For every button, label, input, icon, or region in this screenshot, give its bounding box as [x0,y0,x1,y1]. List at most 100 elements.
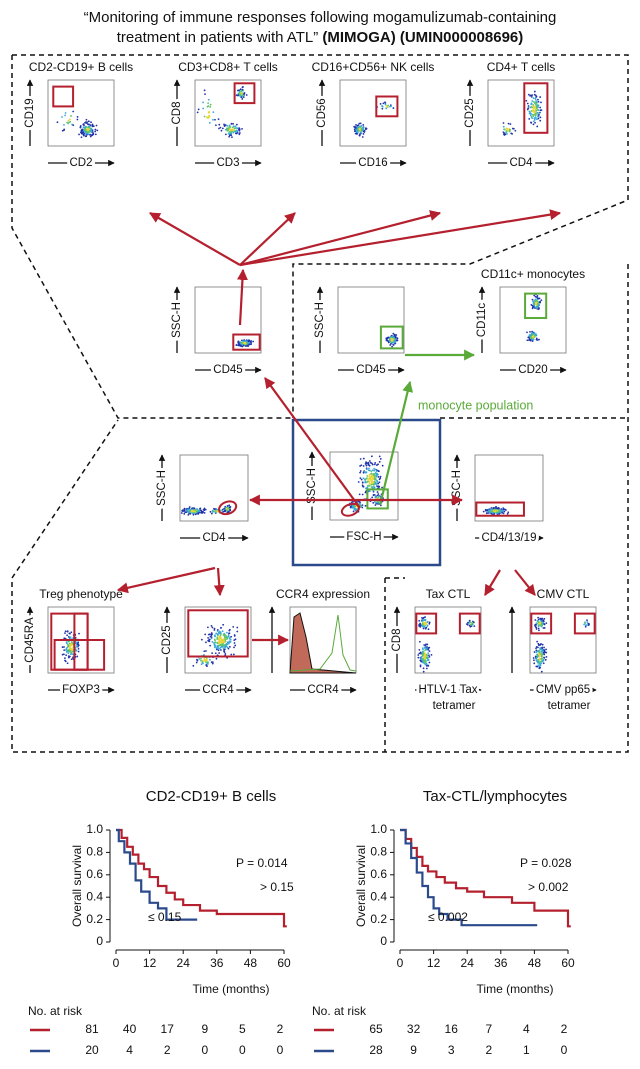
event-dot [217,647,220,650]
event-dot [220,645,223,648]
event-dot [535,622,538,625]
event-dot [204,633,207,636]
event-dot [360,128,363,131]
event-dot [376,491,379,493]
event-dot [211,652,214,655]
event-dot [502,122,505,124]
x-tick-label: 48 [244,956,258,970]
event-dot [422,656,425,659]
event-dot [426,643,429,646]
event-dot [64,630,67,633]
event-dot [66,662,69,665]
event-dot [228,504,231,507]
event-dot [211,626,214,629]
risk-label: No. at risk [312,1004,367,1018]
gate [573,612,596,635]
x-axis-label: CD4 [202,532,226,544]
event-dot [67,640,70,643]
event-dot [236,132,239,134]
event-dot [77,647,80,650]
event-dot [396,339,398,342]
event-dot [215,657,218,660]
event-dot [216,636,219,639]
x-tick-label: 0 [397,956,404,970]
event-dot [529,330,531,333]
event-dot [87,129,90,132]
event-dot [85,135,87,137]
event-dot [423,644,426,646]
event-dot [192,664,195,667]
event-dot [482,510,485,513]
event-dot [200,638,203,641]
p-value: P = 0.028 [520,856,572,870]
event-dot [529,94,532,97]
event-dot [366,475,369,477]
event-dot [422,621,425,624]
arrow [236,268,248,326]
event-dot [227,647,230,650]
event-dot [532,120,535,123]
event-dot [239,88,242,91]
event-dot [209,510,212,513]
x-tick-label: 48 [528,956,542,970]
event-dot [219,126,222,129]
event-dot [358,493,361,496]
event-dot [537,112,540,114]
event-dot [539,119,542,122]
risk-number: 0 [239,1043,246,1057]
event-dot [242,344,245,347]
event-dot [94,128,97,131]
event-dot [378,478,381,481]
event-dot [514,129,517,132]
flow-panel: CD4 SSC-H [153,454,249,547]
x-tick-label: 12 [143,956,157,970]
arrow [213,567,225,597]
event-dot [423,661,426,664]
event-dot [187,510,190,513]
event-dot [532,336,534,339]
event-dot [67,119,70,122]
event-dot [67,645,69,648]
event-dot [468,621,471,624]
event-dot [539,663,542,666]
y-axis-label: CD11c [476,303,488,338]
event-dot [362,124,365,126]
event-dot [352,510,355,513]
event-dot [247,342,250,345]
event-dot [372,502,375,504]
event-dot [180,512,183,514]
event-dot [386,339,389,342]
event-dot [373,463,376,466]
event-dot [94,133,97,136]
event-dot [417,656,420,659]
risk-number: 9 [201,1022,208,1036]
event-dot [236,626,239,629]
event-dot [425,663,428,666]
event-dot [191,510,194,513]
event-dot [94,130,97,133]
event-dot [224,133,227,136]
event-dot [220,649,222,651]
event-dot [537,104,540,107]
x-axis-label: FSC-H [346,531,381,543]
event-dot [213,638,216,641]
event-dot [540,618,543,621]
event-dot [84,129,87,132]
event-dot [540,655,543,658]
event-dot [428,656,431,658]
event-dot [209,644,212,647]
event-dot [584,625,587,628]
flow-panel: CD45 SSC-H [311,286,405,379]
event-dot [209,103,212,106]
y-tick-label: 0.8 [370,845,387,859]
event-dot [205,641,207,644]
event-dot [363,470,366,473]
event-dot [371,496,374,499]
event-dot [359,471,361,474]
event-dot [245,94,248,96]
event-dot [222,510,225,513]
event-dot [531,340,534,343]
event-dot [506,127,508,130]
event-dot [366,486,369,489]
